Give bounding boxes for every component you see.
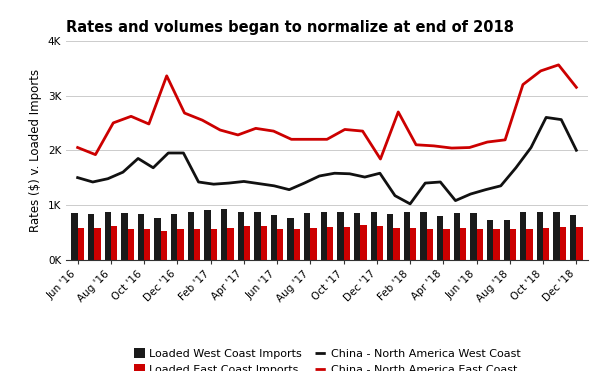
- Bar: [244, 226, 250, 260]
- Bar: [287, 218, 294, 260]
- Bar: [194, 229, 200, 260]
- Y-axis label: Rates ($) v. Loaded Imports: Rates ($) v. Loaded Imports: [29, 69, 42, 232]
- Bar: [421, 212, 427, 260]
- Bar: [271, 215, 277, 260]
- Bar: [178, 229, 184, 260]
- Bar: [128, 229, 134, 260]
- Bar: [360, 225, 367, 260]
- Bar: [138, 214, 144, 260]
- Bar: [526, 229, 533, 260]
- Bar: [510, 229, 516, 260]
- Bar: [71, 213, 77, 260]
- Bar: [161, 231, 167, 260]
- Bar: [171, 214, 178, 260]
- Bar: [310, 228, 317, 260]
- Bar: [460, 228, 466, 260]
- Bar: [470, 213, 476, 260]
- Bar: [503, 220, 510, 260]
- Bar: [437, 216, 443, 260]
- Bar: [404, 211, 410, 260]
- Bar: [553, 212, 560, 260]
- Bar: [443, 229, 449, 260]
- Bar: [493, 229, 500, 260]
- Text: Rates and volumes began to normalize at end of 2018: Rates and volumes began to normalize at …: [66, 20, 514, 36]
- Bar: [354, 213, 360, 260]
- Bar: [577, 227, 583, 260]
- Bar: [487, 220, 493, 260]
- Bar: [205, 210, 211, 260]
- Bar: [111, 226, 117, 260]
- Bar: [377, 226, 383, 260]
- Bar: [387, 214, 394, 260]
- Bar: [410, 228, 416, 260]
- Bar: [476, 229, 483, 260]
- Bar: [260, 226, 267, 260]
- Bar: [238, 212, 244, 260]
- Bar: [560, 227, 566, 260]
- Bar: [227, 228, 233, 260]
- Bar: [394, 228, 400, 260]
- Bar: [520, 212, 526, 260]
- Bar: [277, 229, 283, 260]
- Bar: [294, 229, 300, 260]
- Bar: [221, 209, 227, 260]
- Bar: [337, 212, 344, 260]
- Bar: [144, 229, 151, 260]
- Bar: [570, 215, 577, 260]
- Bar: [320, 212, 327, 260]
- Bar: [154, 218, 161, 260]
- Bar: [543, 228, 550, 260]
- Bar: [371, 212, 377, 260]
- Bar: [88, 214, 94, 260]
- Bar: [77, 228, 84, 260]
- Bar: [211, 229, 217, 260]
- Bar: [121, 213, 128, 260]
- Bar: [344, 227, 350, 260]
- Bar: [304, 213, 310, 260]
- Bar: [104, 212, 111, 260]
- Bar: [94, 228, 101, 260]
- Bar: [427, 229, 433, 260]
- Bar: [537, 211, 543, 260]
- Bar: [327, 227, 334, 260]
- Legend: Loaded West Coast Imports, Loaded East Coast Imports, China - North America West: Loaded West Coast Imports, Loaded East C…: [134, 348, 520, 371]
- Bar: [454, 213, 460, 260]
- Bar: [188, 212, 194, 260]
- Bar: [254, 211, 260, 260]
